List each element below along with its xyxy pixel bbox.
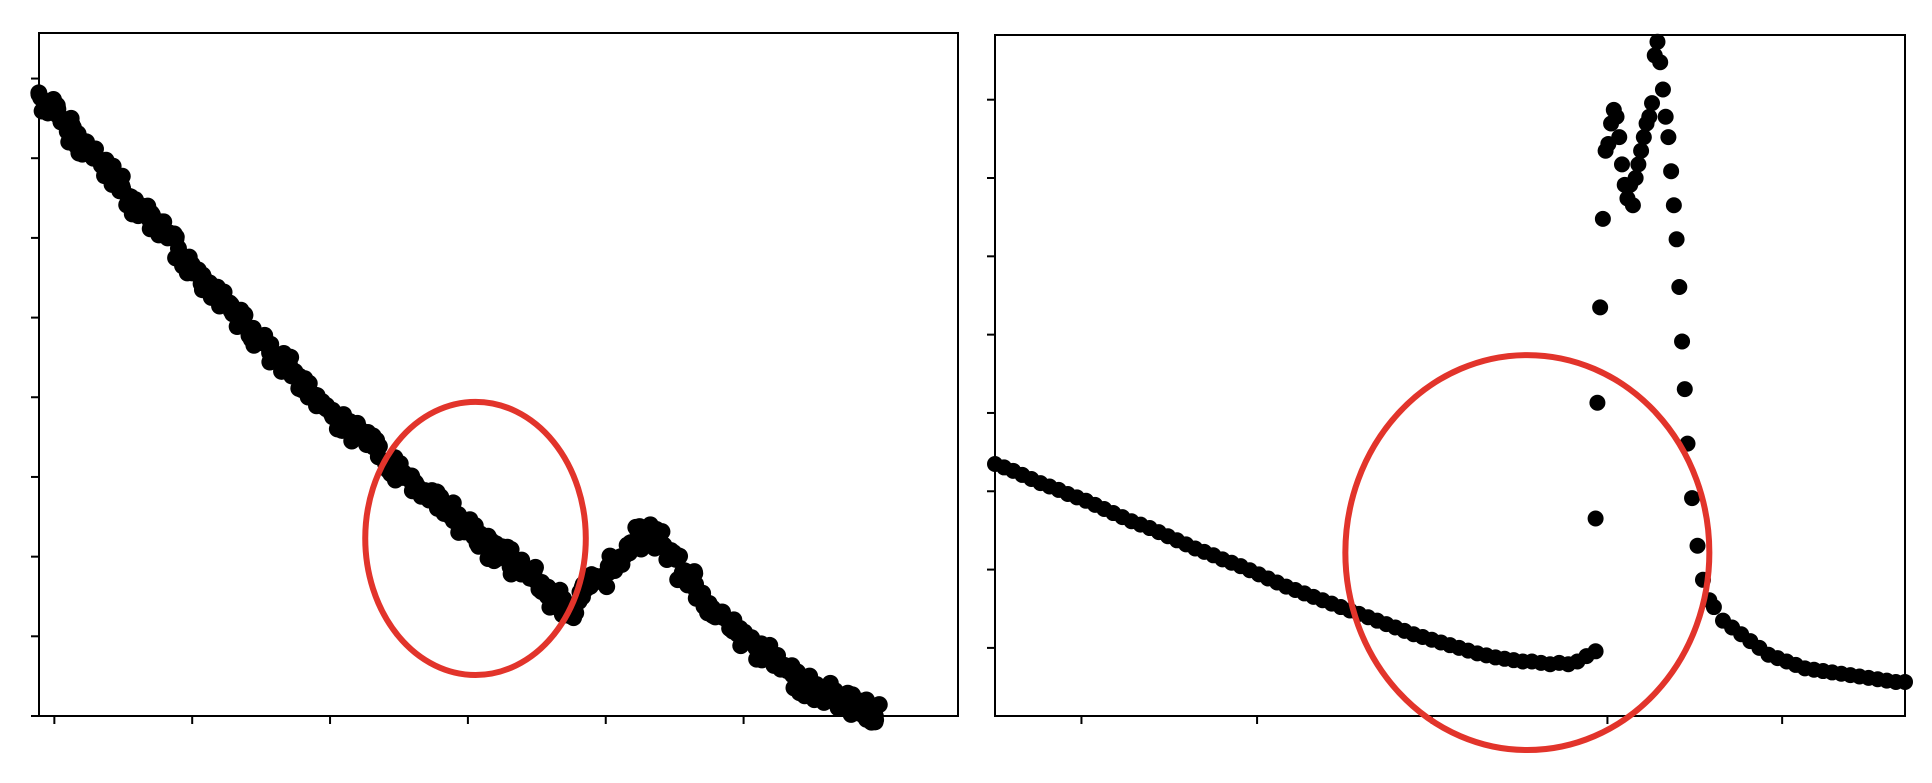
left-point-11-fill-3 (236, 306, 254, 324)
right-point-106 (1705, 599, 1722, 616)
left-highlight-ellipse-0 (362, 398, 589, 679)
left-point-33-fill-8 (653, 523, 671, 541)
right-point-81 (1624, 197, 1641, 214)
right-point-66 (1587, 643, 1604, 660)
left-scatter-panel (30, 32, 959, 731)
left-point-45-fill-2 (857, 691, 875, 709)
right-point-77 (1613, 156, 1630, 173)
right-y-ticks (987, 98, 995, 649)
left-point-34-fill-8 (671, 547, 689, 565)
left-point-1-fill-2 (49, 100, 67, 118)
right-point-91 (1652, 54, 1669, 71)
right-point-90 (1649, 33, 1666, 50)
left-highlight-ellipses (362, 398, 589, 679)
left-data-points (30, 84, 888, 731)
right-point-94 (1660, 129, 1677, 146)
right-point-67 (1587, 510, 1604, 527)
right-point-102 (1684, 490, 1701, 507)
left-plot-frame (38, 32, 959, 717)
right-plot-frame (994, 34, 1906, 717)
right-scatter-panel (987, 33, 1913, 754)
right-point-98 (1671, 278, 1688, 295)
right-point-69 (1592, 299, 1609, 316)
right-point-103 (1689, 537, 1706, 554)
right-point-127 (1897, 673, 1913, 690)
right-point-95 (1663, 163, 1680, 180)
right-point-82 (1627, 170, 1644, 187)
right-highlight-ellipses (1342, 352, 1713, 754)
right-highlight-ellipse-0 (1342, 352, 1713, 754)
right-point-83 (1630, 156, 1647, 173)
right-point-88 (1644, 95, 1661, 112)
right-point-96 (1665, 197, 1682, 214)
left-y-ticks (31, 77, 39, 717)
right-point-87 (1641, 108, 1658, 125)
left-point-12-fill-7 (262, 335, 280, 353)
right-point-70 (1594, 210, 1611, 227)
right-point-75 (1608, 108, 1625, 125)
left-point-18-fill-7 (370, 437, 388, 455)
right-point-84 (1633, 142, 1650, 159)
right-point-99 (1674, 333, 1691, 350)
left-point-46 (866, 707, 884, 725)
right-point-68 (1589, 394, 1606, 411)
right-point-85 (1635, 129, 1652, 146)
right-point-93 (1657, 108, 1674, 125)
right-point-100 (1676, 381, 1693, 398)
right-point-97 (1668, 231, 1685, 248)
right-point-92 (1654, 81, 1671, 98)
right-point-76 (1611, 129, 1628, 146)
